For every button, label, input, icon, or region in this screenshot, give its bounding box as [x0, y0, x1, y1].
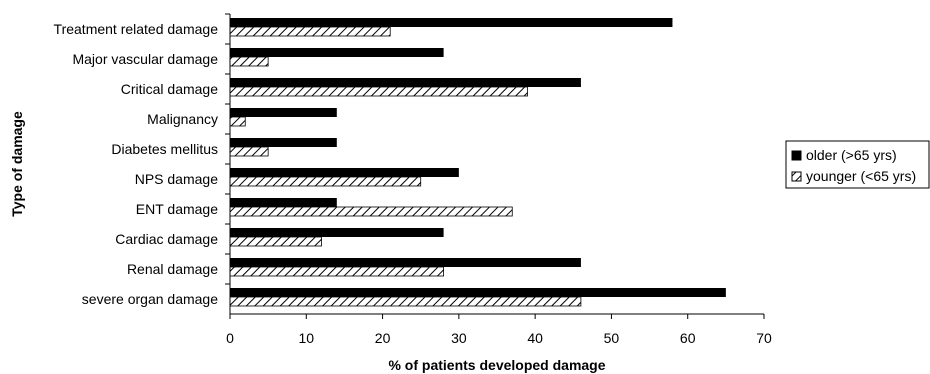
legend: older (>65 yrs) younger (<65 yrs): [785, 140, 930, 189]
bars-group: [229, 18, 726, 307]
bar-older-8: [230, 258, 581, 267]
legend-swatch-younger: [791, 171, 802, 182]
bar-younger-5: [229, 176, 422, 187]
category-label: ENT damage: [136, 201, 218, 217]
x-tick-label: 70: [756, 330, 772, 346]
bar-older-4: [230, 138, 337, 147]
bar-older-6: [230, 198, 337, 207]
bar-younger-0: [229, 26, 391, 37]
bar-younger-3: [229, 116, 246, 127]
bar-older-1: [230, 48, 444, 57]
bar-younger-8: [229, 266, 445, 277]
y-axis-title: Type of damage: [9, 111, 25, 217]
bar-older-0: [230, 18, 673, 27]
bar-younger-2: [229, 86, 528, 97]
category-label: NPS damage: [135, 171, 218, 187]
x-tick-label: 0: [226, 330, 234, 346]
bar-younger-9: [229, 296, 582, 307]
x-axis-title: % of patients developed damage: [388, 357, 605, 373]
bar-younger-6: [229, 206, 513, 217]
x-tick-label: 20: [375, 330, 391, 346]
legend-frame: [785, 140, 930, 189]
category-label: Major vascular damage: [72, 51, 218, 67]
legend-label-younger: younger (<65 yrs): [806, 168, 916, 184]
bar-older-7: [230, 228, 444, 237]
legend-swatch-older: [791, 150, 802, 161]
bar-younger-7: [229, 236, 322, 247]
x-tick-label: 40: [527, 330, 543, 346]
bar-older-2: [230, 78, 581, 87]
category-label: Diabetes mellitus: [111, 141, 218, 157]
x-tick-label: 60: [680, 330, 696, 346]
category-label: Cardiac damage: [115, 231, 218, 247]
x-ticks: 0 10 20 30 40 50 60 70: [226, 314, 772, 346]
bar-older-9: [230, 288, 726, 297]
bar-younger-4: [229, 146, 269, 157]
category-label: Critical damage: [121, 81, 218, 97]
legend-label-older: older (>65 yrs): [806, 147, 897, 163]
bar-older-3: [230, 108, 337, 117]
x-tick-label: 30: [451, 330, 467, 346]
bar-younger-1: [229, 56, 269, 67]
x-tick-label: 10: [298, 330, 314, 346]
category-label: Malignancy: [147, 111, 218, 127]
x-tick-label: 50: [604, 330, 620, 346]
category-label: Treatment related damage: [54, 21, 219, 37]
category-label: Renal damage: [127, 261, 218, 277]
category-label: severe organ damage: [82, 291, 218, 307]
bar-older-5: [230, 168, 459, 177]
category-labels: Treatment related damage Major vascular d…: [54, 13, 230, 307]
